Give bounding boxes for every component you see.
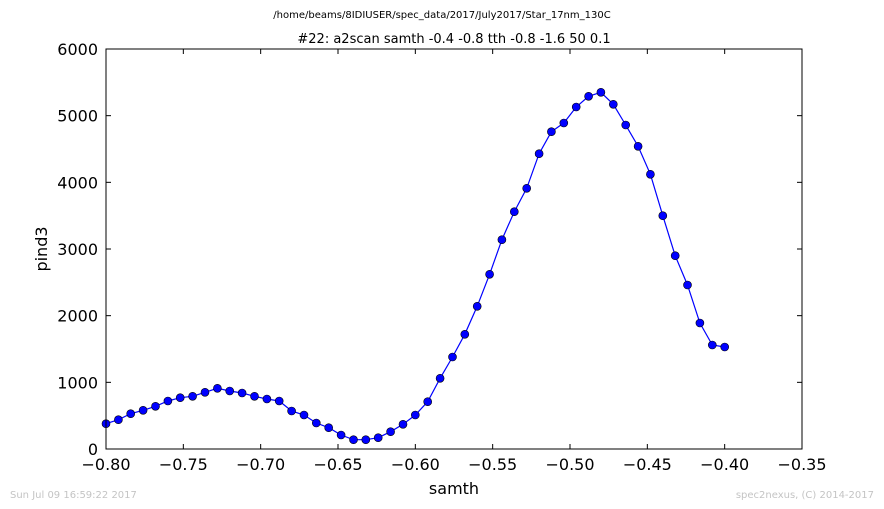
data-point bbox=[361, 435, 371, 445]
data-point bbox=[509, 207, 519, 216]
y-tick-label: 5000 bbox=[57, 107, 98, 126]
data-point bbox=[435, 373, 445, 383]
data-point bbox=[633, 142, 643, 151]
data-point bbox=[213, 383, 222, 393]
x-tick-label: −0.70 bbox=[236, 455, 285, 474]
data-point bbox=[547, 127, 556, 136]
data-point bbox=[250, 391, 259, 401]
y-tick-label: 1000 bbox=[57, 373, 98, 392]
data-point bbox=[621, 120, 631, 130]
data-point bbox=[324, 423, 334, 433]
data-point bbox=[472, 301, 482, 311]
data-point bbox=[683, 280, 692, 290]
data-point bbox=[373, 433, 383, 443]
file-path-subtitle: /home/beams/8IDIUSER/spec_data/2017/July… bbox=[273, 10, 610, 21]
data-point bbox=[398, 419, 408, 429]
x-axis-ticks: −0.80 −0.75 −0.70 −0.65 −0.60 −0.55 −0.50 −0.45… bbox=[81, 49, 827, 474]
x-tick-label: −0.35 bbox=[777, 455, 826, 474]
data-point bbox=[386, 427, 395, 437]
data-point bbox=[608, 100, 618, 109]
data-point bbox=[299, 410, 309, 420]
data-point bbox=[584, 92, 593, 101]
x-tick-label: −0.55 bbox=[468, 455, 517, 474]
x-tick-label: −0.75 bbox=[159, 455, 208, 474]
series-line bbox=[105, 91, 725, 441]
data-point bbox=[695, 318, 705, 328]
data-point bbox=[423, 397, 433, 407]
x-tick-label: −0.40 bbox=[700, 455, 749, 474]
data-point bbox=[559, 118, 569, 128]
data-point bbox=[138, 405, 148, 415]
data-point bbox=[497, 235, 507, 244]
scan-title: #22: a2scan samth -0.4 -0.8 tth -0.8 -1.… bbox=[297, 32, 610, 47]
data-point bbox=[448, 352, 457, 362]
data-point bbox=[410, 410, 420, 420]
data-point bbox=[522, 184, 532, 193]
data-point bbox=[237, 388, 247, 398]
x-tick-label: −0.80 bbox=[81, 455, 130, 474]
y-tick-label: 3000 bbox=[57, 240, 98, 259]
x-axis-label: samth bbox=[429, 479, 479, 498]
x-tick-label: −0.65 bbox=[313, 455, 362, 474]
data-point bbox=[658, 211, 668, 220]
data-point bbox=[163, 396, 173, 406]
data-point bbox=[596, 88, 606, 97]
data-point bbox=[175, 393, 185, 403]
data-point bbox=[262, 394, 272, 404]
y-axis-ticks: 0 1000 2000 3000 4000 5000 6000 bbox=[57, 40, 802, 459]
axes-frame bbox=[105, 48, 803, 450]
data-point bbox=[188, 391, 197, 401]
data-point bbox=[534, 149, 544, 158]
x-tick-label: −0.60 bbox=[391, 455, 440, 474]
x-tick-label: −0.50 bbox=[545, 455, 594, 474]
y-tick-label: 4000 bbox=[57, 173, 98, 192]
data-point bbox=[485, 269, 494, 279]
data-point bbox=[720, 342, 730, 352]
y-tick-label: 0 bbox=[88, 440, 98, 459]
data-point bbox=[311, 418, 321, 428]
y-axis-label: pind3 bbox=[32, 226, 51, 271]
data-point bbox=[571, 102, 581, 112]
data-point bbox=[225, 386, 234, 396]
data-point bbox=[707, 340, 717, 350]
data-point bbox=[460, 329, 470, 339]
x-tick-label: −0.45 bbox=[623, 455, 672, 474]
footer-timestamp: Sun Jul 09 16:59:22 2017 bbox=[10, 490, 137, 501]
data-point bbox=[151, 401, 160, 411]
data-point bbox=[646, 170, 655, 179]
data-point bbox=[349, 435, 358, 445]
data-point bbox=[126, 409, 135, 419]
y-tick-label: 6000 bbox=[57, 40, 98, 59]
data-layer bbox=[101, 88, 730, 445]
footer-credit: spec2nexus, (C) 2014-2017 bbox=[736, 490, 874, 501]
data-point bbox=[287, 406, 296, 416]
data-point bbox=[200, 387, 210, 397]
data-point bbox=[336, 430, 346, 440]
data-point bbox=[670, 251, 680, 260]
y-tick-label: 2000 bbox=[57, 307, 98, 326]
data-point bbox=[274, 396, 284, 406]
data-point bbox=[114, 415, 123, 425]
